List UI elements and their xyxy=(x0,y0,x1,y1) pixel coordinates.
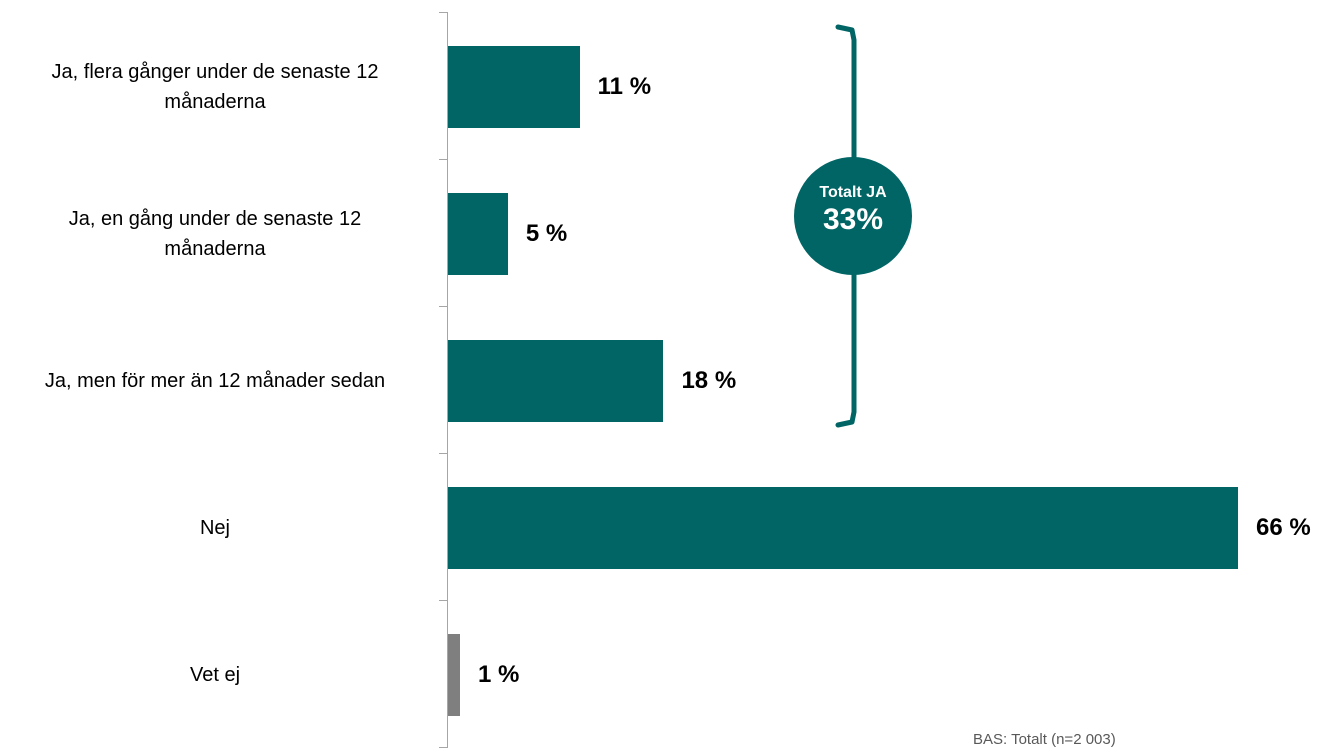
category-label: Ja, en gång under de senaste 12 månaderna xyxy=(68,208,362,260)
bar xyxy=(448,634,460,716)
value-label: 1 % xyxy=(478,661,520,688)
axis-tick xyxy=(439,600,448,601)
axis-tick xyxy=(439,159,448,160)
value-label: 11 % xyxy=(597,73,652,100)
bar xyxy=(448,46,580,128)
category-label: Vet ej xyxy=(189,664,241,686)
category-label: Nej xyxy=(199,517,230,539)
value-label: 18 % xyxy=(681,367,737,394)
axis-tick xyxy=(439,453,448,454)
category-axis-line xyxy=(447,12,448,747)
category-label: Ja, flera gånger under de senaste 12 måna… xyxy=(51,61,379,113)
category-label: Ja, men för mer än 12 månader sedan xyxy=(44,370,386,392)
total-yes-badge: Totalt JA 33% xyxy=(794,157,912,275)
bar xyxy=(448,340,664,422)
base-footnote: BAS: Totalt (n=2 003) xyxy=(973,731,1116,748)
value-label: 5 % xyxy=(525,220,568,247)
total-yes-value: 33% xyxy=(822,203,884,236)
axis-tick xyxy=(439,12,448,13)
bar xyxy=(448,487,1238,569)
total-yes-label: Totalt JA xyxy=(819,184,887,201)
bar xyxy=(448,193,508,275)
value-label: 66 % xyxy=(1256,514,1311,541)
axis-tick xyxy=(439,306,448,307)
